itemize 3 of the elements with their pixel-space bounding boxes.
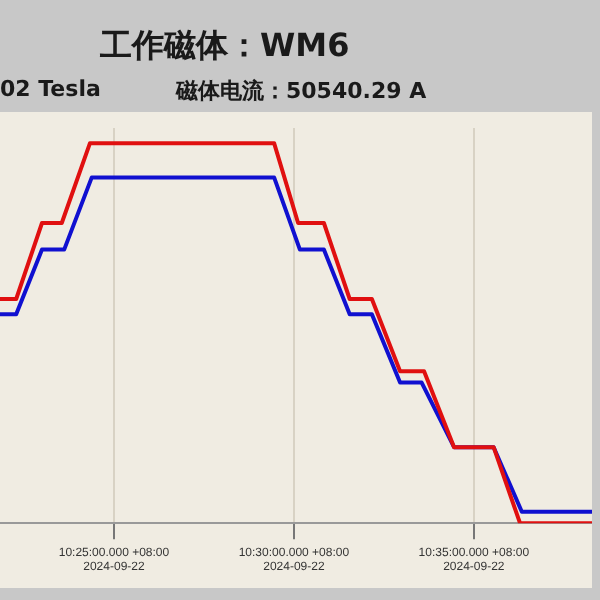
chart-title: 工作磁体：WM6 [100,26,350,68]
text: 02 Tesla [0,76,101,102]
text: 磁体电流：50540.29 A [176,76,427,106]
